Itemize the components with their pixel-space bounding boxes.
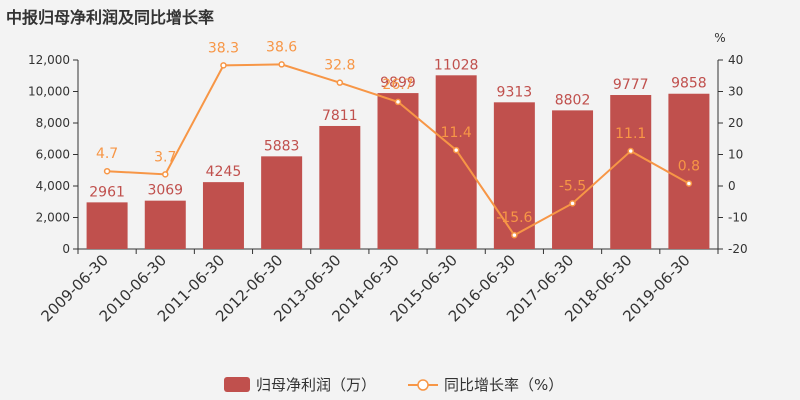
bar-value-label: 2961 xyxy=(89,184,125,200)
legend-bar-swatch xyxy=(224,377,250,392)
bar-value-label: 9313 xyxy=(497,84,533,100)
y-left-tick-label: 6,000 xyxy=(36,148,70,162)
growth-point xyxy=(220,62,227,69)
growth-value-label: 4.7 xyxy=(96,146,118,162)
y-right-tick-label: -10 xyxy=(728,211,748,225)
y-left-tick-label: 8,000 xyxy=(36,116,70,130)
growth-value-label: 38.3 xyxy=(208,40,239,56)
growth-value-label: -15.6 xyxy=(496,210,532,226)
growth-value-label: 3.7 xyxy=(154,149,176,165)
y-right-tick-label: -20 xyxy=(728,242,748,256)
y-left-tick-label: 2,000 xyxy=(36,211,70,225)
bar-value-label: 9899 xyxy=(380,75,416,91)
bar-value-label: 3069 xyxy=(147,183,183,199)
bar xyxy=(493,102,535,249)
bar xyxy=(319,125,361,249)
bar-value-label: 4245 xyxy=(206,164,242,180)
y-left-tick-label: 10,000 xyxy=(28,85,70,99)
bar-value-label: 5883 xyxy=(264,138,300,154)
y-right-tick-label: 40 xyxy=(728,53,743,67)
growth-point xyxy=(511,231,518,239)
growth-point xyxy=(103,167,111,175)
growth-point xyxy=(452,146,460,154)
bar-value-label: 9858 xyxy=(671,76,707,92)
bar xyxy=(202,182,244,249)
growth-point xyxy=(685,180,693,187)
growth-value-label: 32.8 xyxy=(324,58,355,74)
chart-title: 中报归母净利润及同比增长率 xyxy=(6,8,215,27)
bar xyxy=(86,202,128,249)
bar xyxy=(377,93,419,249)
growth-point xyxy=(278,61,285,68)
bar xyxy=(435,75,477,250)
y-left-tick-label: 12,000 xyxy=(28,53,70,67)
y-right-tick-label: 0 xyxy=(728,179,736,193)
growth-value-label: 11.1 xyxy=(615,126,646,142)
bar xyxy=(261,156,303,249)
bar xyxy=(552,110,594,249)
growth-point xyxy=(569,200,576,207)
growth-value-label: -5.5 xyxy=(559,178,586,194)
legend-line-marker xyxy=(417,379,429,391)
growth-point xyxy=(627,147,634,155)
bar-value-label: 9777 xyxy=(613,77,649,93)
y-left-tick-label: 0 xyxy=(62,242,70,256)
legend-line-label: 同比增长率（%） xyxy=(444,376,563,394)
y-right-tick-label: 20 xyxy=(728,116,743,130)
growth-value-label: 11.4 xyxy=(441,125,472,141)
y-left-tick-label: 4,000 xyxy=(36,179,70,193)
y-right-tick-label: 10 xyxy=(728,148,743,162)
growth-point xyxy=(336,79,344,86)
legend-bar-label: 归母净利润（万） xyxy=(256,376,376,394)
growth-value-label: 0.8 xyxy=(678,158,700,174)
growth-value-label: 26.7 xyxy=(382,77,413,93)
bar-value-label: 8802 xyxy=(555,92,591,108)
growth-value-label: 38.6 xyxy=(266,39,297,55)
bar xyxy=(144,200,186,249)
bar-value-label: 11028 xyxy=(434,57,479,73)
growth-point xyxy=(394,98,402,106)
y-right-unit-label: % xyxy=(714,31,725,45)
bar xyxy=(668,93,710,249)
growth-point xyxy=(162,171,169,178)
bar xyxy=(610,95,652,249)
bar-value-label: 7811 xyxy=(322,108,358,124)
y-right-tick-label: 30 xyxy=(728,85,743,99)
